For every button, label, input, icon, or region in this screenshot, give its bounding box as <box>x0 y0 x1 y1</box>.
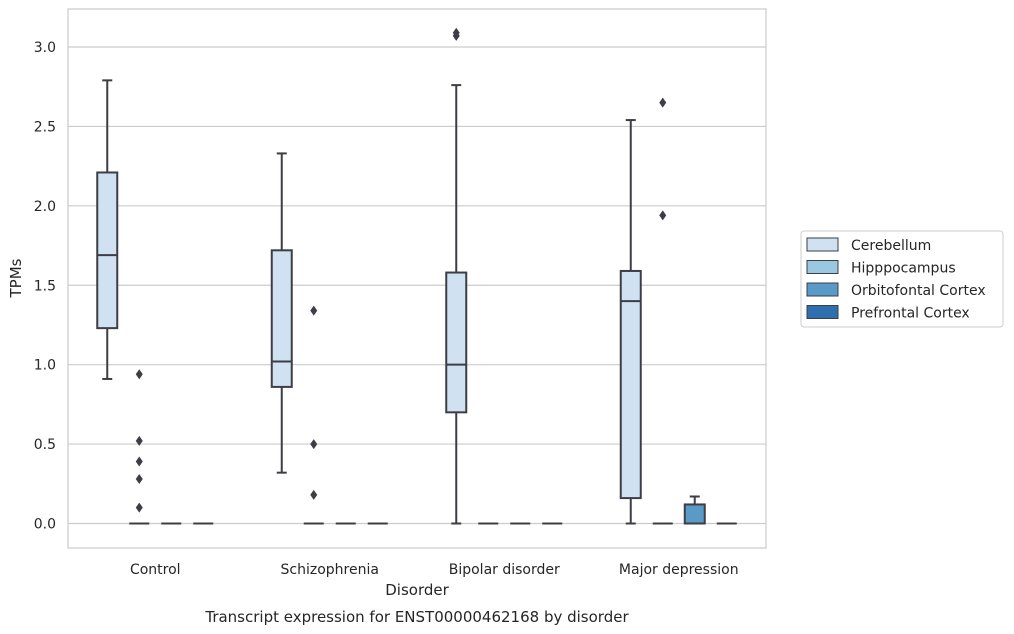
legend-swatch-1 <box>806 260 839 274</box>
outlier-1-0-3 <box>135 435 143 446</box>
y-tick-label-5: 2.5 <box>34 119 56 135</box>
outlier-1-3-0 <box>659 210 667 221</box>
x-tick-label-3: Major depression <box>619 562 739 578</box>
outlier-1-1-2 <box>310 305 318 316</box>
y-tick-label-0: 0.0 <box>34 517 56 533</box>
box-2-3 <box>683 495 706 525</box>
box-body <box>270 249 293 388</box>
legend-swatch-3 <box>806 305 839 319</box>
outlier-1-1-1 <box>310 439 318 450</box>
x-tick-labels: Control Schizophrenia Bipolar disorder Majo… <box>130 562 739 578</box>
y-tick-label-6: 3.0 <box>34 40 56 56</box>
y-tick-labels: 0.0 0.5 1.0 1.5 2.0 2.5 3.0 <box>34 40 56 533</box>
legend-frame <box>800 230 1004 328</box>
legend: Cerebellum Hipppocampus Orbitofontal Corte… <box>800 230 1004 328</box>
legend-label-2: Orbitofontal Cortex <box>851 283 986 299</box>
box-layer <box>96 79 737 525</box>
y-tick-label-3: 1.5 <box>34 278 56 294</box>
box-0-2 <box>445 84 468 525</box>
box-0-3 <box>619 119 642 525</box>
legend-swatch-0 <box>806 237 839 252</box>
box-body <box>683 503 706 525</box>
outlier-1-1-0 <box>310 489 318 500</box>
y-tick-label-2: 1.0 <box>34 358 56 374</box>
y-tick-label-1: 0.5 <box>34 437 56 453</box>
legend-swatch-2 <box>806 282 839 297</box>
outlier-1-3-1 <box>659 97 667 108</box>
grid-lines <box>68 46 766 525</box>
outlier-1-0-4 <box>135 369 143 380</box>
outlier-1-0-1 <box>135 474 143 485</box>
box-body <box>445 271 468 414</box>
box-body <box>96 171 119 330</box>
x-tick-label-1: Schizophrenia <box>281 562 379 578</box>
y-axis-label: TPMs <box>7 258 25 298</box>
outlier-layer <box>135 27 667 513</box>
legend-label-0: Cerebellum <box>851 238 931 254</box>
box-body <box>619 269 642 500</box>
outlier-1-0-2 <box>135 456 143 467</box>
box-0-0 <box>96 79 119 380</box>
x-tick-label-2: Bipolar disorder <box>449 562 560 578</box>
legend-label-3: Prefrontal Cortex <box>851 306 970 322</box>
outlier-0-2-1 <box>452 27 460 38</box>
x-axis-label: Disorder <box>385 581 449 599</box>
x-tick-label-0: Control <box>130 562 181 578</box>
chart-title: Transcript expression for ENST0000046216… <box>204 608 629 626</box>
y-tick-label-4: 2.0 <box>34 199 56 215</box>
plot-frame <box>67 8 767 549</box>
legend-label-1: Hipppocampus <box>851 261 956 277</box>
box-0-1 <box>270 152 293 474</box>
legend-items: Cerebellum Hipppocampus Orbitofontal Corte… <box>806 237 986 322</box>
outlier-1-0-0 <box>135 502 143 513</box>
